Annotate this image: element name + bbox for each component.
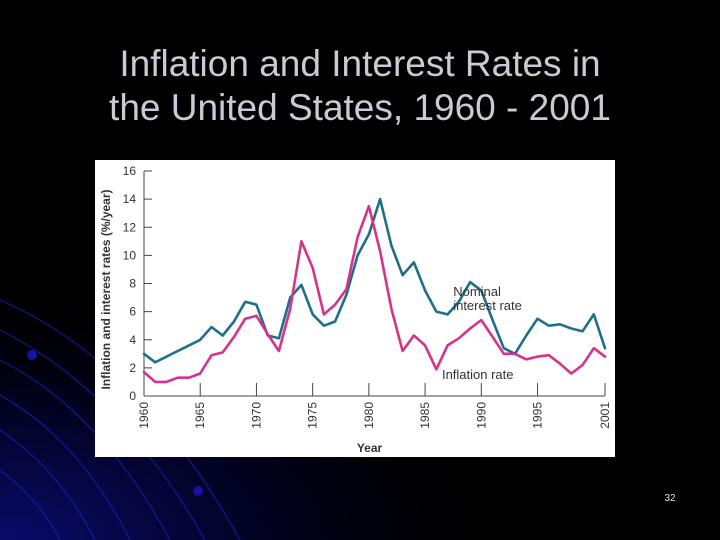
slide-title-line-1: Inflation and Interest Rates in bbox=[119, 43, 601, 84]
x-tick-label: 2001 bbox=[598, 402, 612, 429]
series-annotation: Inflation rate bbox=[442, 367, 514, 382]
y-axis-title: Inflation and interest rates (%/year) bbox=[99, 189, 113, 389]
decorative-dot bbox=[27, 350, 37, 360]
y-tick-label: 14 bbox=[123, 192, 137, 206]
series-annotation: Nominal bbox=[453, 284, 501, 299]
series-line-1 bbox=[142, 204, 607, 384]
y-tick-label: 12 bbox=[123, 220, 137, 234]
page-number: 32 bbox=[664, 493, 676, 504]
chart-panel: 0 2 4 6 8 10 12 14 16 1960 1965 1970 1975 1980 1985 199… bbox=[95, 160, 615, 457]
y-tick-label: 6 bbox=[129, 305, 136, 319]
x-tick-label: 1975 bbox=[306, 402, 320, 429]
y-tick-label: 8 bbox=[129, 277, 136, 291]
x-tick-label: 1995 bbox=[531, 402, 545, 429]
series-annotation: interest rate bbox=[453, 298, 522, 313]
x-tick-label: 1985 bbox=[418, 402, 432, 429]
x-tick-label: 1970 bbox=[249, 402, 263, 429]
x-tick-label: 1965 bbox=[193, 402, 207, 429]
line-chart: 0 2 4 6 8 10 12 14 16 1960 1965 1970 1975 1980 1985 199… bbox=[99, 164, 612, 455]
slide-title: Inflation and Interest Rates in the Unit… bbox=[40, 42, 680, 130]
y-tick-label: 16 bbox=[123, 164, 137, 178]
decorative-dot bbox=[193, 486, 203, 496]
x-tick-label: 1980 bbox=[362, 402, 376, 429]
y-tick-label: 10 bbox=[123, 248, 137, 262]
y-tick-label: 4 bbox=[129, 333, 136, 347]
x-tick-label: 1960 bbox=[137, 402, 151, 429]
x-axis-title: Year bbox=[357, 441, 383, 455]
series-line-0 bbox=[142, 197, 607, 364]
x-tick-label: 1990 bbox=[474, 402, 488, 429]
y-tick-label: 2 bbox=[129, 361, 136, 375]
y-tick-label: 0 bbox=[129, 389, 136, 403]
slide-title-line-2: the United States, 1960 - 2001 bbox=[109, 87, 611, 128]
